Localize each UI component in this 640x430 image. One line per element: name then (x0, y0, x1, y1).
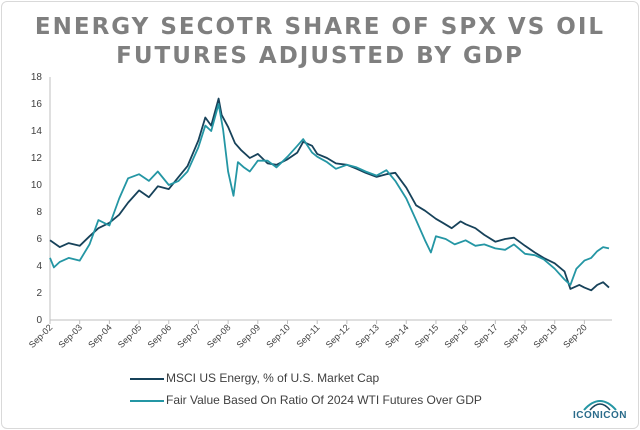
legend-entry-fair-value: Fair Value Based On Ratio Of 2024 WTI Fu… (130, 393, 482, 407)
series-line-energy (49, 97, 610, 292)
x-tick-label: Sep-10 (264, 322, 292, 350)
y-tick-label: 0 (36, 315, 42, 326)
y-tick-label: 4 (36, 261, 42, 272)
chart-title-line1: ENERGY SECOTR SHARE OF SPX VS OIL (34, 14, 606, 40)
y-tick-label: 8 (36, 207, 42, 218)
logo-arc-icon (583, 400, 617, 411)
x-tick-label: Sep-20 (561, 322, 589, 350)
brand-logo: ICONICON (570, 392, 630, 426)
y-tick-label: 16 (31, 99, 43, 110)
legend-entry-energy: MSCI US Energy, % of U.S. Market Cap (130, 371, 379, 385)
x-tick-label: Sep-07 (175, 322, 203, 350)
legend-swatch-energy (130, 377, 164, 380)
x-tick-label: Sep-13 (353, 322, 381, 350)
x-tick-label: Sep-05 (116, 322, 144, 350)
legend-label-fair-value: Fair Value Based On Ratio Of 2024 WTI Fu… (166, 393, 482, 407)
x-tick-label: Sep-19 (532, 322, 560, 350)
chart-title-line2: FUTURES ADJUSTED BY GDP (116, 43, 524, 69)
x-tick-label: Sep-09 (235, 322, 263, 350)
y-tick-label: 10 (31, 180, 43, 191)
x-tick-label: Sep-14 (383, 322, 411, 350)
x-tick-label: Sep-16 (442, 322, 470, 350)
x-tick-label: Sep-08 (205, 322, 233, 350)
series-line-fair-value (49, 103, 610, 286)
x-tick-label: Sep-06 (146, 322, 174, 350)
legend-label-energy: MSCI US Energy, % of U.S. Market Cap (166, 371, 380, 385)
y-tick-label: 12 (31, 153, 43, 164)
logo-text: ICONICON (573, 410, 627, 421)
x-tick-label: Sep-18 (502, 322, 530, 350)
legend-swatch-fair-value (130, 399, 164, 402)
x-tick-label: Sep-11 (294, 322, 321, 349)
x-tick-label: Sep-03 (57, 322, 85, 350)
y-tick-label: 18 (31, 72, 43, 83)
x-tick-label: Sep-02 (27, 322, 55, 350)
x-tick-label: Sep-17 (472, 322, 500, 350)
x-tick-label: Sep-04 (86, 322, 114, 350)
y-tick-label: 2 (36, 288, 42, 299)
x-tick-label: Sep-12 (324, 322, 352, 350)
x-tick-label: Sep-15 (413, 322, 441, 350)
y-tick-label: 6 (36, 234, 42, 245)
y-tick-label: 14 (31, 126, 43, 137)
